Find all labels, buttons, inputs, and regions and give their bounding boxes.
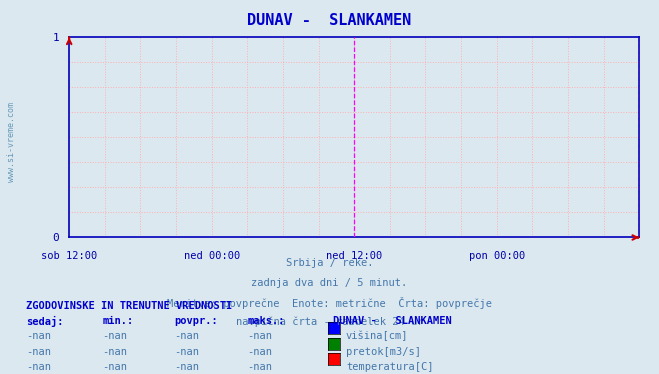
Text: min.:: min.: xyxy=(102,316,133,326)
Text: navpična črta - razdelek 24 ur: navpična črta - razdelek 24 ur xyxy=(236,316,423,327)
Text: -nan: -nan xyxy=(26,347,51,357)
Text: ZGODOVINSKE IN TRENUTNE VREDNOSTI: ZGODOVINSKE IN TRENUTNE VREDNOSTI xyxy=(26,301,233,311)
Text: pon 00:00: pon 00:00 xyxy=(469,251,525,261)
Text: temperatura[C]: temperatura[C] xyxy=(346,362,434,373)
Text: www.si-vreme.com: www.si-vreme.com xyxy=(7,102,16,182)
Text: ned 12:00: ned 12:00 xyxy=(326,251,382,261)
Text: -nan: -nan xyxy=(247,362,272,373)
Text: -nan: -nan xyxy=(247,347,272,357)
Text: -nan: -nan xyxy=(102,331,127,341)
Text: sob 12:00: sob 12:00 xyxy=(41,251,98,261)
Text: -nan: -nan xyxy=(102,362,127,373)
Text: maks.:: maks.: xyxy=(247,316,285,326)
Text: -nan: -nan xyxy=(102,347,127,357)
Text: -nan: -nan xyxy=(175,347,200,357)
Text: zadnja dva dni / 5 minut.: zadnja dva dni / 5 minut. xyxy=(251,278,408,288)
Text: sedaj:: sedaj: xyxy=(26,316,64,327)
Text: pretok[m3/s]: pretok[m3/s] xyxy=(346,347,421,357)
Text: -nan: -nan xyxy=(247,331,272,341)
Text: -nan: -nan xyxy=(26,362,51,373)
Text: povpr.:: povpr.: xyxy=(175,316,218,326)
Text: ned 00:00: ned 00:00 xyxy=(184,251,240,261)
Text: višina[cm]: višina[cm] xyxy=(346,331,409,341)
Text: DUNAV -  SLANKAMEN: DUNAV - SLANKAMEN xyxy=(247,13,412,28)
Text: Meritve: povprečne  Enote: metrične  Črta: povprečje: Meritve: povprečne Enote: metrične Črta:… xyxy=(167,297,492,309)
Text: -nan: -nan xyxy=(175,362,200,373)
Text: Srbija / reke.: Srbija / reke. xyxy=(286,258,373,268)
Text: DUNAV -   SLANKAMEN: DUNAV - SLANKAMEN xyxy=(333,316,451,326)
Text: -nan: -nan xyxy=(175,331,200,341)
Text: -nan: -nan xyxy=(26,331,51,341)
